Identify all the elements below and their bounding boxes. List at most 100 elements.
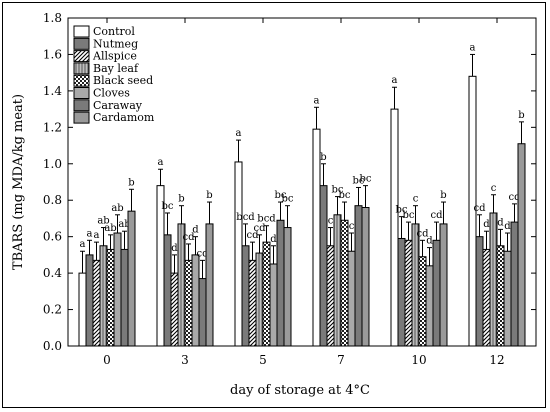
bar <box>404 239 413 347</box>
legend-swatch <box>73 74 90 87</box>
significance-label: bc <box>331 185 343 196</box>
significance-label: a <box>392 75 398 86</box>
y-tick-label: 1.4 <box>43 84 62 98</box>
legend-swatch <box>73 25 90 38</box>
significance-label: b <box>178 194 184 205</box>
bar <box>411 223 420 347</box>
y-axis: 0.0 0.2 0.4 0.6 0.8 1.0 1.2 1.4 1.6 1.8 <box>43 11 536 353</box>
significance-label: cd <box>253 223 266 234</box>
bars-layer: aa aababababbabcdbcddcdbabcdcdcdbcddbcbca… <box>78 42 526 347</box>
bar <box>319 185 328 347</box>
x-tick-label: 5 <box>259 353 267 367</box>
significance-label: bc <box>395 205 407 216</box>
significance-label: c <box>349 221 355 232</box>
significance-label: cd <box>430 210 443 221</box>
bar <box>503 250 512 347</box>
bar <box>163 234 172 347</box>
legend-label: Control <box>93 25 135 38</box>
bar <box>198 278 207 347</box>
bar <box>255 252 264 347</box>
legend-label: Cloves <box>93 87 130 100</box>
legend-label: Caraway <box>93 99 143 112</box>
legend-swatch <box>73 50 90 63</box>
legend-label: Bay leaf <box>93 62 139 75</box>
significance-label: bc <box>161 201 173 212</box>
significance-label: a <box>80 239 86 250</box>
bar <box>205 223 214 347</box>
legend-label: Nutmeg <box>93 37 138 50</box>
significance-label: d <box>171 243 178 254</box>
x-tick-label: 10 <box>411 353 426 367</box>
significance-label: a <box>87 228 93 239</box>
significance-label: ab <box>111 203 123 214</box>
bar <box>120 248 129 347</box>
bar <box>241 245 250 347</box>
legend-swatch <box>73 87 90 99</box>
y-tick-label: 0.0 <box>43 339 62 353</box>
y-tick-label: 1.0 <box>43 157 62 171</box>
significance-label: d <box>426 236 433 247</box>
bar <box>283 227 292 347</box>
bar <box>85 254 94 347</box>
bar <box>92 259 101 347</box>
significance-label: cd <box>508 192 521 203</box>
significance-label: d <box>483 219 490 230</box>
significance-label: d <box>497 217 504 228</box>
significance-label: cd <box>473 203 486 214</box>
bar <box>248 259 257 347</box>
significance-label: cd <box>416 228 429 239</box>
bar <box>113 232 122 347</box>
bar <box>269 263 278 347</box>
y-tick-label: 1.8 <box>43 11 62 25</box>
y-tick-label: 0.2 <box>43 303 62 317</box>
significance-label: bcd <box>257 214 276 225</box>
significance-label: c <box>491 183 497 194</box>
significance-label: b <box>320 152 326 163</box>
bar <box>390 108 399 347</box>
bar <box>312 128 321 347</box>
x-tick-label: 3 <box>181 353 189 367</box>
bar <box>517 143 526 347</box>
y-tick-label: 1.2 <box>43 120 62 134</box>
bar <box>276 219 285 347</box>
significance-label: b <box>518 110 524 121</box>
x-tick-label: 12 <box>489 353 504 367</box>
significance-label: b <box>440 190 446 201</box>
bar <box>326 245 335 347</box>
legend-swatch <box>73 62 90 75</box>
bar <box>262 241 271 347</box>
bar <box>191 254 200 347</box>
plot-area <box>67 17 537 347</box>
legend-swatch <box>73 37 90 50</box>
bar <box>184 259 193 347</box>
bar <box>439 223 448 347</box>
significance-label: c <box>413 194 419 205</box>
legend-label: Cardamom <box>93 111 155 124</box>
y-tick-label: 0.4 <box>43 266 62 280</box>
significance-label: a <box>158 157 164 168</box>
significance-label: d <box>192 225 199 236</box>
y-tick-label: 1.6 <box>43 47 62 61</box>
significance-label: cd <box>196 248 209 259</box>
significance-label: ab <box>118 219 130 230</box>
bar <box>99 245 108 347</box>
significance-label: bc <box>352 175 364 186</box>
significance-label: cd <box>246 230 259 241</box>
bar <box>482 248 491 347</box>
significance-label: d <box>270 234 277 245</box>
significance-label: bc <box>359 174 371 185</box>
bar <box>432 239 441 347</box>
bar <box>340 219 349 347</box>
significance-label: a <box>94 230 100 241</box>
significance-label: bc <box>338 190 350 201</box>
significance-label: ab <box>97 216 109 227</box>
legend-swatch <box>73 111 90 124</box>
chart-frame <box>2 2 546 408</box>
bar <box>170 272 179 347</box>
significance-label: a <box>470 42 476 53</box>
bar <box>489 212 498 347</box>
significance-label: cd <box>182 232 195 243</box>
significance-label: d <box>504 221 511 232</box>
bar <box>347 250 356 347</box>
